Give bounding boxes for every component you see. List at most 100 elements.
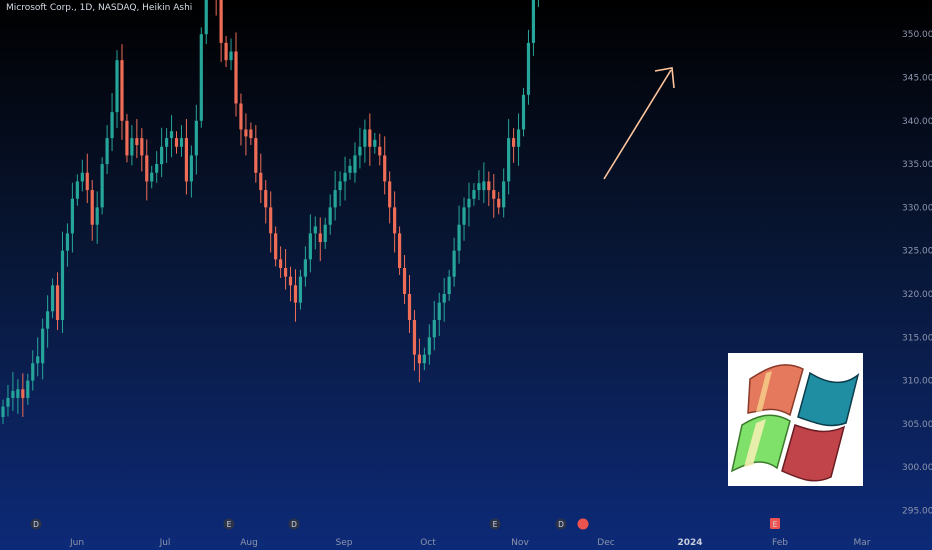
candle xyxy=(477,170,481,201)
candle-body xyxy=(323,224,327,243)
candle-body xyxy=(31,363,35,381)
candle-body xyxy=(303,259,307,277)
candle-body xyxy=(244,129,248,137)
candle xyxy=(219,0,223,62)
candle xyxy=(254,125,258,183)
candle xyxy=(169,115,174,158)
marker-glyph: D xyxy=(291,520,297,529)
candle xyxy=(249,122,253,146)
candle xyxy=(497,191,501,215)
candle xyxy=(462,197,466,241)
candle xyxy=(204,0,208,45)
candle-body xyxy=(259,172,263,191)
candle-body xyxy=(427,337,431,355)
candle xyxy=(417,338,422,383)
candle xyxy=(283,248,288,290)
candle xyxy=(199,27,203,128)
candle xyxy=(160,127,164,178)
candle-body xyxy=(397,233,402,269)
candle xyxy=(507,119,511,195)
candle-body xyxy=(383,155,387,182)
price-axis[interactable]: 295.00 300.00 305.00 310.00 315.00 320.00 325.… xyxy=(902,0,932,517)
candle-body xyxy=(110,112,114,139)
trade-levels: TAKE PROFITSTOP LOSS xyxy=(603,67,675,180)
candle-body xyxy=(373,139,377,147)
candle-body xyxy=(447,276,451,294)
marker-bg xyxy=(223,518,235,530)
candle-body xyxy=(422,354,426,364)
candle-body xyxy=(393,207,397,234)
candle xyxy=(383,136,387,195)
candle xyxy=(348,158,352,180)
candle-body xyxy=(482,181,486,191)
candle xyxy=(80,159,84,192)
candle xyxy=(358,127,362,169)
event-marker: D xyxy=(30,518,42,530)
candle xyxy=(368,113,372,166)
candle-body xyxy=(115,60,119,113)
candle-body xyxy=(283,268,288,277)
candle xyxy=(70,182,75,253)
candle xyxy=(31,350,35,391)
price-tick-label: 350.00 xyxy=(902,30,932,40)
marker-glyph: E xyxy=(227,520,232,529)
candle-body xyxy=(70,198,75,234)
candle-body xyxy=(318,233,322,243)
candle-body xyxy=(333,190,337,208)
candle xyxy=(467,182,471,227)
candle xyxy=(60,231,65,333)
candle xyxy=(234,32,238,117)
candle xyxy=(521,87,526,137)
candle-body xyxy=(145,155,149,182)
candle-body xyxy=(194,120,198,156)
candle xyxy=(41,318,45,380)
marker-glyph: D xyxy=(33,520,39,529)
candle-body xyxy=(150,172,154,182)
candle-body xyxy=(492,190,496,199)
candle-body xyxy=(41,328,45,364)
candle xyxy=(442,277,446,322)
candle xyxy=(472,183,476,206)
candle xyxy=(279,246,283,278)
candle xyxy=(194,104,198,175)
candle-body xyxy=(279,259,283,269)
candle-body xyxy=(100,164,104,208)
marker-bg xyxy=(30,518,42,530)
candle xyxy=(373,132,377,154)
marker-glyph: D xyxy=(558,520,564,529)
candle xyxy=(125,113,129,163)
candle xyxy=(511,128,516,163)
candle-body xyxy=(174,138,179,147)
candle xyxy=(85,153,89,204)
time-axis[interactable]: Jun Jul Aug Sep Oct Nov Dec 2024 Feb Mar xyxy=(69,538,871,548)
candle-body xyxy=(179,138,184,147)
candle-body xyxy=(343,172,347,182)
candle-body xyxy=(417,354,422,364)
candle-body xyxy=(249,129,253,139)
candle-body xyxy=(313,226,317,234)
time-tick-label: Feb xyxy=(772,538,788,548)
marker-glyph: E xyxy=(493,520,498,529)
candle-body xyxy=(46,311,50,329)
candle xyxy=(363,119,367,163)
candle-body xyxy=(75,181,79,199)
candle-body xyxy=(293,285,298,303)
price-tick-label: 315.00 xyxy=(902,333,932,343)
event-marker: D xyxy=(555,518,567,530)
candle-body xyxy=(140,138,144,156)
candle xyxy=(393,191,397,253)
candle xyxy=(427,324,431,365)
candle-body xyxy=(452,250,456,277)
candle-body xyxy=(184,138,189,182)
price-tick-label: 320.00 xyxy=(902,290,932,300)
candle xyxy=(174,131,179,154)
chart-title: Microsoft Corp., 1D, NASDAQ, Heikin Ashi xyxy=(6,3,193,13)
candle xyxy=(130,125,134,166)
candle xyxy=(353,142,357,183)
price-tick-label: 300.00 xyxy=(902,463,932,473)
candle xyxy=(318,217,322,262)
candle-body xyxy=(135,138,139,146)
candle xyxy=(264,180,268,224)
